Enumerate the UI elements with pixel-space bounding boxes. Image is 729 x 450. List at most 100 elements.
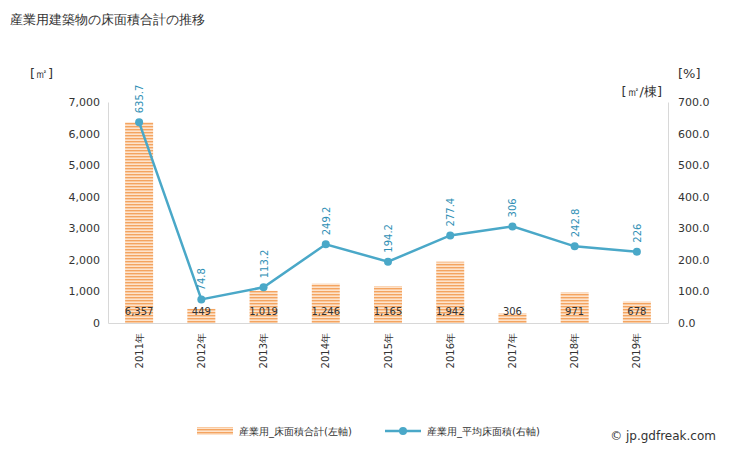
x-axis-line: [109, 323, 669, 324]
bar-label: 306: [503, 306, 522, 317]
x-axis-tick-label: 2011年: [134, 333, 145, 368]
bar: [561, 292, 589, 323]
y-axis-tick: 3,000: [69, 222, 109, 235]
x-axis-tick-label: 2014年: [320, 333, 331, 368]
y-axis-line: [108, 103, 109, 324]
bar-label: 1,019: [249, 306, 278, 317]
bar-label: 1,942: [436, 306, 465, 317]
line-label: 74.8: [196, 268, 207, 290]
y-axis: 0 1,000 2,000 3,000 4,000 5,000 6,000 7,000: [69, 96, 109, 330]
legend-item: 産業用_平均床面積(右軸): [385, 426, 540, 438]
x-axis-tick-label: 2017年: [507, 333, 518, 368]
chart: 産業用建築物の床面積合計の推移 0 1,000 2,000 3,000 4,000 5,00…: [0, 0, 729, 450]
marker: [322, 240, 330, 248]
x-axis-tick: 2015年: [383, 323, 394, 368]
line-label: 242.8: [570, 209, 581, 238]
marker: [633, 248, 641, 256]
y2-axis-tick: 400.0: [668, 191, 710, 204]
x-axis-tick: 2019年: [631, 323, 642, 368]
y-axis-tick: 5,000: [69, 159, 109, 172]
x-axis-tick-label: 2013年: [258, 333, 269, 368]
y2-axis-title: [%]: [678, 66, 701, 81]
bar-label: 678: [627, 306, 646, 317]
y2-axis-title: [㎡/棟]: [621, 84, 662, 99]
y-axis-tick: 4,000: [69, 191, 109, 204]
x-axis-tick-label: 2015年: [383, 333, 394, 368]
legend-label: 産業用_床面積合計(左軸): [239, 426, 352, 438]
marker: [446, 231, 454, 239]
line-label: 226: [632, 224, 643, 243]
x-axis-tick-label: 2012年: [196, 333, 207, 368]
y-axis-tick-label: 4,000: [69, 191, 101, 204]
bar: [312, 284, 340, 323]
x-axis-tick-label: 2019年: [631, 333, 642, 368]
y2-axis-tick-label: 700.0: [678, 96, 710, 109]
y2-axis: 0.0 100.0 200.0 300.0 400.0 500.0 600.0 700.0: [668, 96, 710, 330]
legend-label: 産業用_平均床面積(右軸): [427, 426, 540, 438]
y2-axis-tick: 600.0: [668, 128, 710, 141]
marker: [508, 222, 516, 230]
y-axis-tick: 0: [93, 317, 108, 330]
line-label: 306: [507, 198, 518, 217]
y-axis-tick-label: 1,000: [69, 285, 101, 298]
y2-axis-line: [668, 103, 669, 324]
y-axis-tick-label: 3,000: [69, 222, 101, 235]
y2-axis-tick: 300.0: [668, 222, 710, 235]
y-axis-tick: 1,000: [69, 285, 109, 298]
line-label: 113.2: [259, 250, 270, 279]
bar: [436, 262, 464, 323]
legend-item: 産業用_床面積合計(左軸): [197, 426, 352, 438]
bar-label: 1,165: [374, 306, 403, 317]
bar: [623, 302, 651, 323]
annotation: © jp.gdfreak.com: [610, 429, 716, 443]
data-labels: 6,357 449 1,019 1,246 1,165 1,942 306 971 678 635…: [125, 85, 647, 317]
x-axis-tick-label: 2016年: [445, 333, 456, 368]
y-axis-tick: 2,000: [69, 254, 109, 267]
y-axis-tick: 6,000: [69, 128, 109, 141]
x-axis-tick: 2017年: [507, 323, 518, 368]
marker: [135, 118, 143, 126]
bar-label: 449: [192, 306, 211, 317]
y2-axis-tick-label: 0.0: [678, 317, 696, 330]
y2-axis-tick: 200.0: [668, 254, 710, 267]
x-axis-tick: 2014年: [320, 323, 331, 368]
y-axis-tick-label: 7,000: [69, 96, 101, 109]
bar-label: 971: [565, 306, 584, 317]
y-axis-title: [㎡]: [30, 66, 53, 81]
title: 産業用建築物の床面積合計の推移: [10, 12, 205, 27]
x-axis-tick: 2011年: [134, 323, 145, 368]
y2-axis-tick: 0.0: [668, 317, 696, 330]
bar: [374, 286, 402, 323]
plot-area: [125, 118, 651, 323]
marker: [197, 295, 205, 303]
y-axis-tick: 7,000: [69, 96, 109, 109]
legend-swatch: [197, 427, 233, 435]
y2-axis-tick-label: 200.0: [678, 254, 710, 267]
y2-axis-tick: 100.0: [668, 285, 710, 298]
x-axis-tick-label: 2018年: [569, 333, 580, 368]
y-axis-tick-label: 0: [93, 317, 100, 330]
y2-axis-tick-label: 600.0: [678, 128, 710, 141]
y2-axis-tick-label: 300.0: [678, 222, 710, 235]
x-axis-tick: 2016年: [445, 323, 456, 368]
line-label: 194.2: [383, 224, 394, 253]
y-axis-tick-label: 2,000: [69, 254, 101, 267]
y2-axis-tick: 500.0: [668, 159, 710, 172]
marker: [260, 283, 268, 291]
line-label: 277.4: [445, 198, 456, 227]
bar: [250, 291, 278, 323]
marker: [384, 258, 392, 266]
legend-swatch: [399, 427, 407, 435]
legend: 産業用_床面積合計(左軸) 産業用_平均床面積(右軸): [197, 426, 540, 438]
y2-axis-tick: 700.0: [668, 96, 710, 109]
bar-label: 6,357: [125, 306, 154, 317]
marker: [571, 242, 579, 250]
line-label: 249.2: [321, 207, 332, 236]
line-label: 635.7: [134, 85, 145, 114]
y-axis-tick-label: 6,000: [69, 128, 101, 141]
y2-axis-tick-label: 400.0: [678, 191, 710, 204]
x-axis: 2011年 2012年 2013年 2014年 2015年 2016年 2017年 2018年…: [109, 323, 669, 368]
bar-label: 1,246: [311, 306, 340, 317]
line: [139, 122, 637, 299]
x-axis-tick: 2013年: [258, 323, 269, 368]
